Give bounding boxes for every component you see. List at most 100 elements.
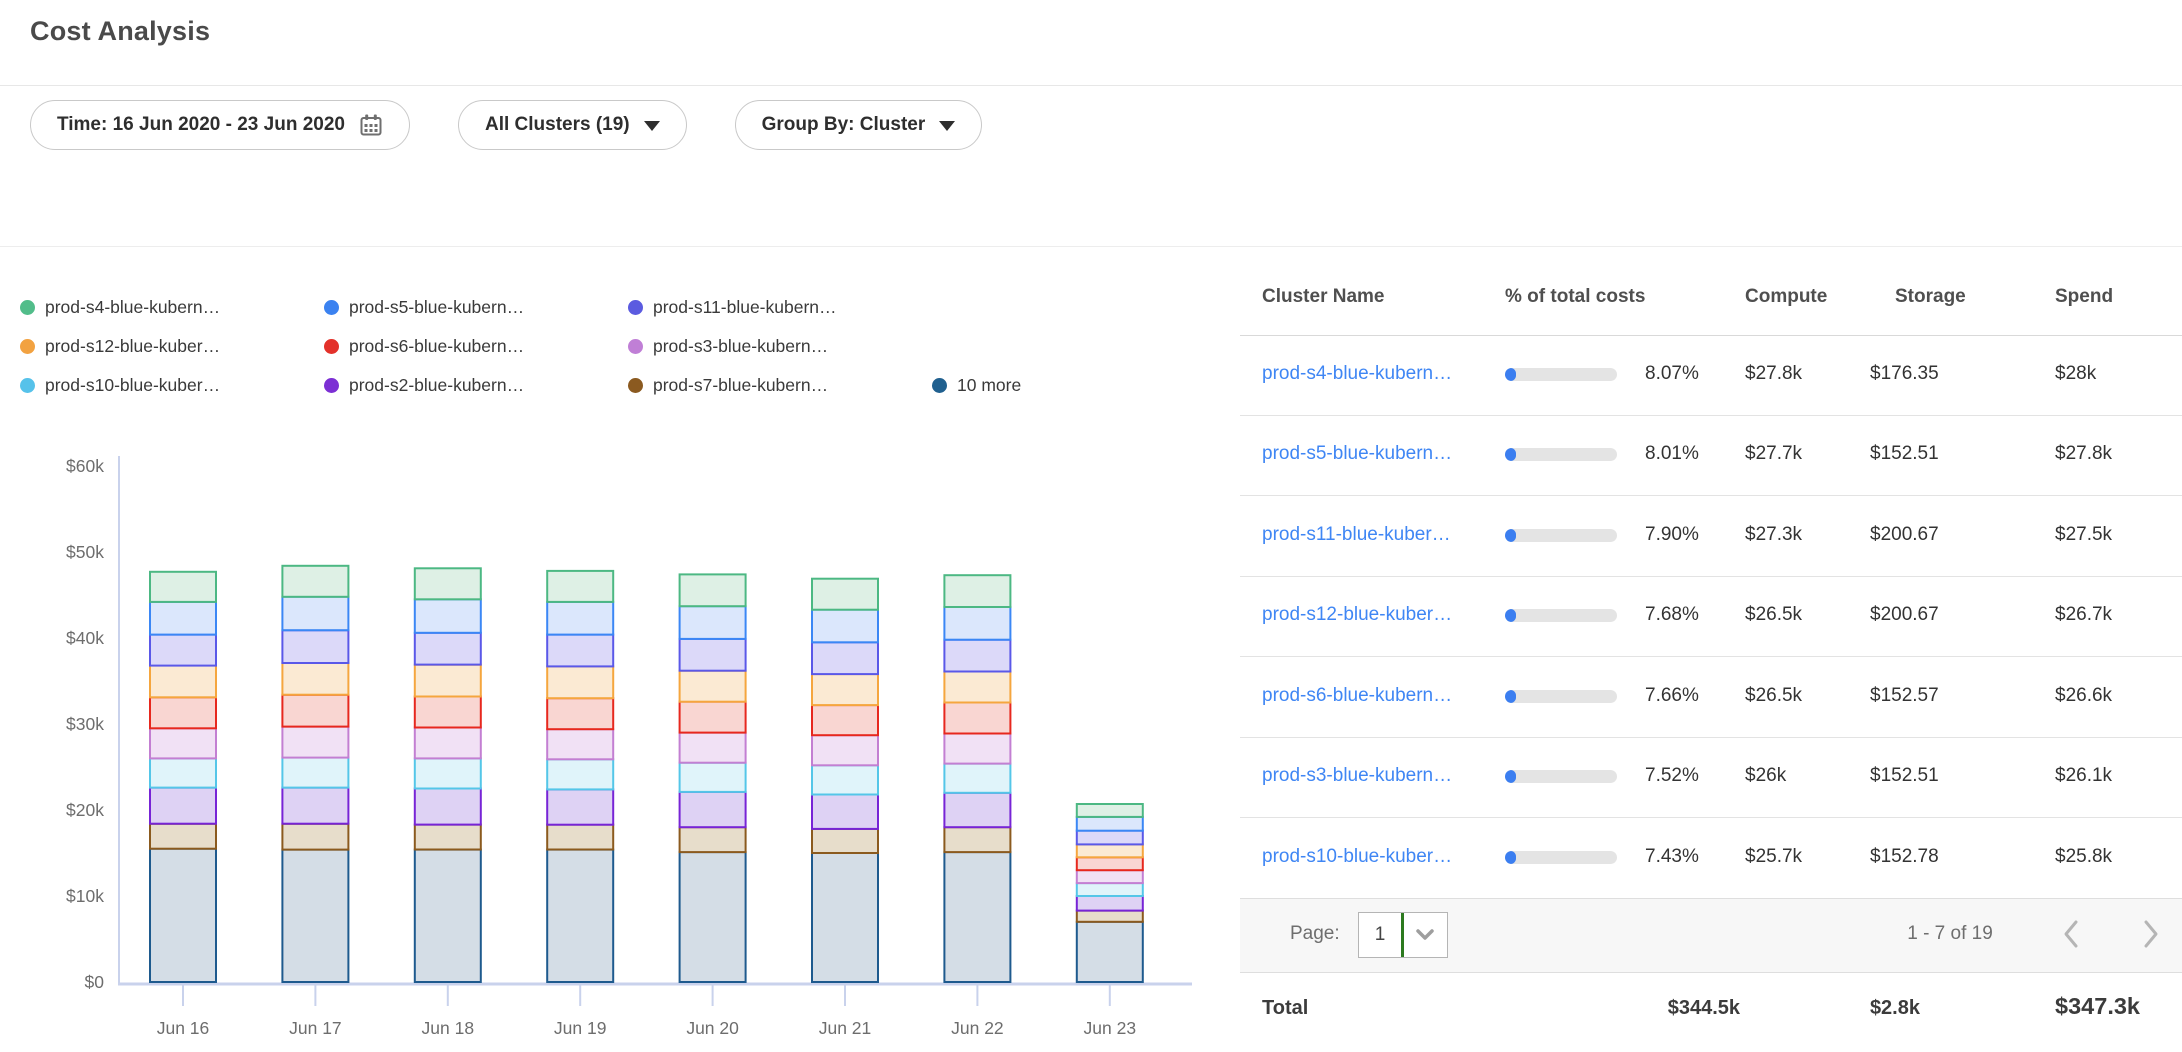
cost-table-pane: Cluster Name % of total costs Compute St… bbox=[1240, 255, 2182, 1052]
legend-dot bbox=[628, 378, 643, 393]
legend-label: prod-s12-blue-kuber… bbox=[45, 336, 220, 357]
svg-text:Jun 19: Jun 19 bbox=[554, 1018, 607, 1038]
svg-text:Jun 16: Jun 16 bbox=[157, 1018, 210, 1038]
compute-value: $26k bbox=[1745, 765, 1786, 787]
legend-dot bbox=[932, 378, 947, 393]
clusters-filter-dropdown[interactable]: All Clusters (19) bbox=[458, 100, 687, 150]
page-title: Cost Analysis bbox=[30, 16, 210, 47]
pct-value: 7.43% bbox=[1645, 846, 1699, 868]
svg-text:Jun 22: Jun 22 bbox=[951, 1018, 1004, 1038]
legend-item[interactable]: prod-s3-blue-kubern… bbox=[628, 336, 828, 357]
time-range-filter-button[interactable]: Time: 16 Jun 2020 - 23 Jun 2020 bbox=[30, 100, 410, 150]
cluster-name-link[interactable]: prod-s6-blue-kubern… bbox=[1262, 685, 1452, 707]
compute-value: $27.7k bbox=[1745, 443, 1802, 465]
legend-item[interactable]: prod-s10-blue-kuber… bbox=[20, 375, 220, 396]
column-header-compute: Compute bbox=[1745, 286, 1827, 308]
calendar-icon bbox=[359, 113, 383, 137]
pct-value: 8.01% bbox=[1645, 443, 1699, 465]
column-header-cluster-name: Cluster Name bbox=[1262, 286, 1385, 308]
compute-value: $27.8k bbox=[1745, 363, 1802, 385]
caret-down-icon bbox=[939, 121, 955, 131]
pct-value: 7.90% bbox=[1645, 524, 1699, 546]
section-divider bbox=[0, 246, 2182, 247]
column-header-storage: Storage bbox=[1895, 286, 1966, 308]
legend-item[interactable]: 10 more bbox=[932, 375, 1021, 396]
legend-dot bbox=[324, 378, 339, 393]
spend-value: $26.7k bbox=[2055, 604, 2112, 626]
cluster-name-link[interactable]: prod-s3-blue-kubern… bbox=[1262, 765, 1452, 787]
legend-label: prod-s2-blue-kubern… bbox=[349, 375, 524, 396]
pct-progress-bar bbox=[1505, 529, 1617, 542]
chevron-down-icon bbox=[1404, 913, 1448, 957]
page-label: Page: bbox=[1290, 923, 1340, 945]
legend-dot bbox=[20, 378, 35, 393]
table-row: prod-s5-blue-kubern…8.01%$27.7k$152.51$2… bbox=[1240, 415, 2182, 496]
legend-label: 10 more bbox=[957, 375, 1021, 396]
pct-progress-bar bbox=[1505, 368, 1617, 381]
legend-label: prod-s11-blue-kubern… bbox=[653, 297, 837, 318]
table-total-row: Total $344.5k $2.8k $347.3k bbox=[1240, 971, 2182, 1052]
table-row: prod-s4-blue-kubern…8.07%$27.8k$176.35$2… bbox=[1240, 335, 2182, 416]
svg-text:$50k: $50k bbox=[66, 542, 104, 562]
cluster-name-link[interactable]: prod-s4-blue-kubern… bbox=[1262, 363, 1452, 385]
compute-value: $26.5k bbox=[1745, 604, 1802, 626]
legend-item[interactable]: prod-s6-blue-kubern… bbox=[324, 336, 524, 357]
storage-value: $200.67 bbox=[1870, 604, 1939, 626]
prev-page-button[interactable] bbox=[2062, 919, 2080, 949]
table-row: prod-s12-blue-kuber… 7.68% $26.5k $200.67 $2… bbox=[1240, 576, 2182, 657]
clusters-filter-label: All Clusters (19) bbox=[485, 114, 630, 136]
next-page-button[interactable] bbox=[2142, 919, 2160, 949]
legend-dot bbox=[20, 300, 35, 315]
legend-dot bbox=[20, 339, 35, 354]
legend-item[interactable]: prod-s2-blue-kubern… bbox=[324, 375, 524, 396]
legend-item[interactable]: prod-s4-blue-kubern… bbox=[20, 297, 220, 318]
legend-dot bbox=[628, 339, 643, 354]
storage-value: $152.57 bbox=[1870, 685, 1939, 707]
pct-value: 7.68% bbox=[1645, 604, 1699, 626]
legend-dot bbox=[628, 300, 643, 315]
cluster-name-link[interactable]: prod-s12-blue-kuber… bbox=[1262, 604, 1452, 626]
spend-value: $27.8k bbox=[2055, 443, 2112, 465]
svg-text:Jun 21: Jun 21 bbox=[819, 1018, 872, 1038]
spend-value: $26.6k bbox=[2055, 685, 2112, 707]
legend-item[interactable]: prod-s5-blue-kubern… bbox=[324, 297, 524, 318]
storage-value: $152.78 bbox=[1870, 846, 1939, 868]
filter-bar: Time: 16 Jun 2020 - 23 Jun 2020 All Clus… bbox=[30, 100, 982, 150]
legend-item[interactable]: prod-s11-blue-kubern… bbox=[628, 297, 837, 318]
legend-label: prod-s3-blue-kubern… bbox=[653, 336, 828, 357]
table-row: prod-s11-blue-kuber…7.90%$27.3k$200.67$2… bbox=[1240, 496, 2182, 577]
legend-item[interactable]: prod-s7-blue-kubern… bbox=[628, 375, 828, 396]
svg-text:Jun 20: Jun 20 bbox=[686, 1018, 739, 1038]
cluster-name-link[interactable]: prod-s5-blue-kubern… bbox=[1262, 443, 1452, 465]
stacked-bar-chart[interactable]: $0$10k$20k$30k$40k$50k$60kJun 16Jun 17Ju… bbox=[0, 430, 1230, 1052]
cost-analysis-page: Cost Analysis Time: 16 Jun 2020 - 23 Jun… bbox=[0, 0, 2182, 1052]
pct-progress-bar bbox=[1505, 609, 1617, 622]
svg-text:$60k: $60k bbox=[66, 456, 104, 476]
total-storage: $2.8k bbox=[1758, 997, 1920, 1020]
svg-text:$10k: $10k bbox=[66, 886, 104, 906]
compute-value: $27.3k bbox=[1745, 524, 1802, 546]
svg-text:Jun 17: Jun 17 bbox=[289, 1018, 342, 1038]
group-by-dropdown[interactable]: Group By: Cluster bbox=[735, 100, 983, 150]
total-compute: $344.5k bbox=[1523, 997, 1740, 1020]
page-header: Cost Analysis bbox=[0, 0, 2182, 86]
cluster-name-link[interactable]: prod-s11-blue-kuber… bbox=[1262, 524, 1451, 546]
legend-label: prod-s6-blue-kubern… bbox=[349, 336, 524, 357]
time-range-label: Time: 16 Jun 2020 - 23 Jun 2020 bbox=[57, 114, 345, 136]
svg-text:$40k: $40k bbox=[66, 628, 104, 648]
storage-value: $152.51 bbox=[1870, 765, 1939, 787]
cluster-name-link[interactable]: prod-s10-blue-kuber… bbox=[1262, 846, 1452, 868]
compute-value: $25.7k bbox=[1745, 846, 1802, 868]
spend-value: $25.8k bbox=[2055, 846, 2112, 868]
column-header-pct-of-total: % of total costs bbox=[1505, 286, 1645, 308]
compute-value: $26.5k bbox=[1745, 685, 1802, 707]
pct-progress-bar bbox=[1505, 770, 1617, 783]
table-row: prod-s3-blue-kubern…7.52%$26k$152.51$26.… bbox=[1240, 737, 2182, 818]
legend-dot bbox=[324, 339, 339, 354]
page-select[interactable]: 1 bbox=[1358, 912, 1448, 958]
pagination-bar: Page: 1 1 - 7 of 19 bbox=[1240, 898, 2182, 973]
legend-item[interactable]: prod-s12-blue-kuber… bbox=[20, 336, 220, 357]
total-spend: $347.3k bbox=[1922, 993, 2140, 1020]
pct-progress-bar bbox=[1505, 448, 1617, 461]
svg-text:$0: $0 bbox=[85, 972, 105, 992]
